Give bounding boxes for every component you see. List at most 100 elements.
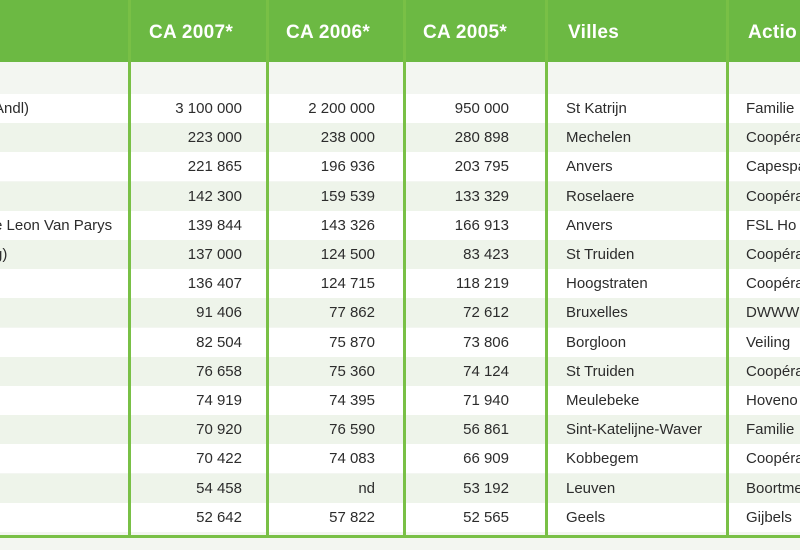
cell-ville: Borgloon bbox=[566, 333, 627, 351]
cell-action: Gijbels bbox=[746, 508, 792, 526]
cell-ville: Meulebeke bbox=[566, 392, 640, 409]
cell-ville: Hoogstraten bbox=[566, 275, 648, 293]
cell-name bbox=[0, 328, 122, 357]
cell-ville: Anvers bbox=[566, 216, 613, 234]
table-row: 91 406 77 862 72 612 Bruxelles DWWW bbox=[0, 298, 800, 328]
cell-name bbox=[0, 182, 122, 211]
cell-ville: Sint-Katelijne-Waver bbox=[566, 421, 703, 439]
table-row: 142 300 159 539 133 329 Roselaere Coopéra bbox=[0, 181, 800, 211]
table-row: 74 919 74 395 71 940 Meulebeke Hoveno bbox=[0, 386, 800, 415]
table-row: g) 137 000 124 500 83 423 St Truiden Coopéra bbox=[0, 240, 800, 269]
table-row: 54 458 nd 53 192 Leuven Boortme bbox=[0, 473, 800, 503]
cell-name bbox=[0, 152, 122, 181]
cell-ca-2007: 142 300 bbox=[187, 187, 242, 205]
cell-ca-2006: 75 870 bbox=[329, 333, 375, 351]
header-name bbox=[4, 8, 124, 58]
cell-name: Andl) bbox=[0, 100, 30, 117]
cell-ca-2007: 139 844 bbox=[187, 216, 242, 234]
cell-action: Hoveno bbox=[746, 392, 798, 409]
cell-name bbox=[0, 503, 122, 532]
cell-ca-2005: 74 124 bbox=[463, 362, 509, 380]
cell-ca-2007: 136 407 bbox=[187, 275, 242, 293]
cell-ca-2005: 166 913 bbox=[454, 216, 509, 234]
table-row: 70 920 76 590 56 861 Sint-Katelijne-Waver Fa… bbox=[0, 415, 800, 445]
cell-action: Coopéra bbox=[746, 187, 800, 205]
cell-ca-2005: 83 423 bbox=[463, 246, 509, 263]
cell-action: Coopéra bbox=[746, 129, 800, 147]
cell-name bbox=[0, 123, 122, 152]
cell-name bbox=[0, 269, 122, 298]
cell-ville: Leuven bbox=[566, 479, 616, 497]
cell-ca-2007: 74 919 bbox=[196, 392, 242, 409]
cell-ca-2005: 73 806 bbox=[463, 333, 509, 351]
header-ca-2005: CA 2005* bbox=[423, 22, 508, 43]
cell-ca-2006: 159 539 bbox=[320, 187, 375, 205]
cell-ca-2006: 124 500 bbox=[320, 246, 375, 263]
column-separator bbox=[266, 0, 269, 535]
header-villes: Villes bbox=[568, 22, 620, 43]
table-row: 70 422 74 083 66 909 Kobbegem Coopéra bbox=[0, 444, 800, 474]
cell-ca-2005: 66 909 bbox=[463, 450, 509, 468]
column-separator bbox=[726, 0, 729, 535]
table-row: 223 000 238 000 280 898 Mechelen Coopéra bbox=[0, 123, 800, 153]
cell-ca-2005: 950 000 bbox=[454, 100, 509, 117]
cell-ca-2006: nd bbox=[358, 479, 375, 497]
cell-ca-2005: 71 940 bbox=[463, 392, 509, 409]
cell-action: Capespa bbox=[746, 158, 800, 176]
cell-ville: St Katrijn bbox=[566, 100, 627, 117]
cell-ca-2006: 76 590 bbox=[329, 421, 375, 439]
cell-ca-2005: 56 861 bbox=[463, 421, 509, 439]
table-row: 52 642 57 822 52 565 Geels Gijbels bbox=[0, 502, 800, 532]
cell-ca-2007: 3 100 000 bbox=[175, 100, 242, 117]
cell-ca-2006: 74 395 bbox=[329, 392, 375, 409]
cell-name: g) bbox=[0, 246, 8, 263]
cell-ca-2006: 238 000 bbox=[320, 129, 375, 147]
cell-ca-2005: 72 612 bbox=[463, 304, 509, 322]
cell-name: e Leon Van Parys bbox=[0, 216, 113, 234]
cell-ca-2006: 74 083 bbox=[329, 450, 375, 468]
table-row: 221 865 196 936 203 795 Anvers Capespa bbox=[0, 152, 800, 182]
cell-action: Boortme bbox=[746, 479, 800, 497]
cell-action: Coopéra bbox=[746, 362, 800, 380]
header-action: Actio bbox=[748, 22, 797, 43]
cell-action: Familie bbox=[746, 421, 795, 439]
table-row: 82 504 75 870 73 806 Borgloon Veiling bbox=[0, 327, 800, 357]
cell-action: Coopéra bbox=[746, 275, 800, 293]
column-separator bbox=[128, 0, 131, 535]
column-separator bbox=[403, 0, 406, 535]
cell-ca-2005: 133 329 bbox=[454, 187, 509, 205]
cell-ville: Bruxelles bbox=[566, 304, 628, 322]
cell-ville: Roselaere bbox=[566, 187, 635, 205]
cell-ca-2007: 137 000 bbox=[187, 246, 242, 263]
cell-ca-2007: 70 920 bbox=[196, 421, 242, 439]
column-separator bbox=[545, 0, 548, 535]
table-header: CA 2007* CA 2006* CA 2005* Villes Actio bbox=[0, 0, 800, 62]
table-body: Andl) 3 100 000 2 200 000 950 000 St Katrijn… bbox=[0, 62, 800, 535]
cell-ville: St Truiden bbox=[566, 362, 635, 380]
cell-action: Veiling bbox=[746, 333, 791, 351]
cell-ca-2005: 118 219 bbox=[455, 275, 509, 293]
cell-ca-2006: 143 326 bbox=[320, 216, 375, 234]
table-row: 136 407 124 715 118 219 Hoogstraten Coopéra bbox=[0, 269, 800, 299]
cell-ca-2007: 76 658 bbox=[196, 362, 242, 380]
cell-action: Coopéra bbox=[746, 246, 800, 263]
cell-ca-2007: 221 865 bbox=[187, 158, 242, 176]
cell-ville: Anvers bbox=[566, 158, 613, 176]
cell-ca-2007: 54 458 bbox=[196, 479, 242, 497]
cell-action: FSL Ho bbox=[746, 216, 797, 234]
cell-ca-2006: 75 360 bbox=[329, 362, 375, 380]
cell-name bbox=[0, 386, 122, 415]
cell-ca-2006: 196 936 bbox=[320, 158, 375, 176]
cell-ville: St Truiden bbox=[566, 246, 635, 263]
cell-ca-2005: 52 565 bbox=[463, 508, 509, 526]
cell-ca-2007: 223 000 bbox=[187, 129, 242, 147]
cell-ca-2007: 91 406 bbox=[196, 304, 242, 322]
cell-ca-2007: 70 422 bbox=[196, 450, 242, 468]
cell-ca-2005: 280 898 bbox=[454, 129, 509, 147]
table-row: Andl) 3 100 000 2 200 000 950 000 St Katrijn… bbox=[0, 94, 800, 123]
cell-name bbox=[0, 357, 122, 386]
cell-ca-2007: 52 642 bbox=[196, 508, 242, 526]
cell-name bbox=[0, 298, 122, 327]
cell-ville: Geels bbox=[566, 508, 606, 526]
cell-name bbox=[0, 415, 122, 444]
